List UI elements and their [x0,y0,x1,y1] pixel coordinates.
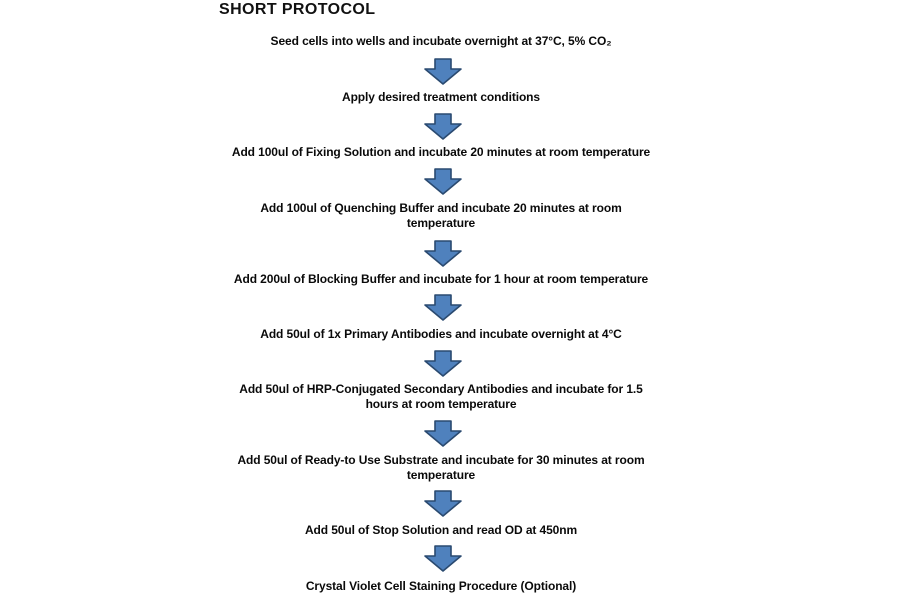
page-title: SHORT PROTOCOL [219,1,376,18]
protocol-step-4: Add 100ul of Quenching Buffer and incuba… [260,201,622,230]
down-arrow-icon [423,113,463,140]
protocol-step-3: Add 100ul of Fixing Solution and incubat… [231,145,651,159]
protocol-step-2: Apply desired treatment conditions [342,90,540,104]
protocol-step-8: Add 50ul of Ready-to Use Substrate and i… [237,453,645,482]
down-arrow-icon [423,545,463,572]
protocol-step-1: Seed cells into wells and incubate overn… [270,34,612,48]
protocol-step-7: Add 50ul of HRP-Conjugated Secondary Ant… [239,382,643,411]
protocol-step-9: Add 50ul of Stop Solution and read OD at… [304,523,578,537]
protocol-step-6: Add 50ul of 1x Primary Antibodies and in… [260,327,622,341]
down-arrow-icon [423,58,463,85]
protocol-step-10: Crystal Violet Cell Staining Procedure (… [305,579,577,593]
down-arrow-icon [423,240,463,267]
down-arrow-icon [423,294,463,321]
down-arrow-icon [423,350,463,377]
down-arrow-icon [423,420,463,447]
down-arrow-icon [423,490,463,517]
protocol-step-5: Add 200ul of Blocking Buffer and incubat… [233,272,649,286]
down-arrow-icon [423,168,463,195]
